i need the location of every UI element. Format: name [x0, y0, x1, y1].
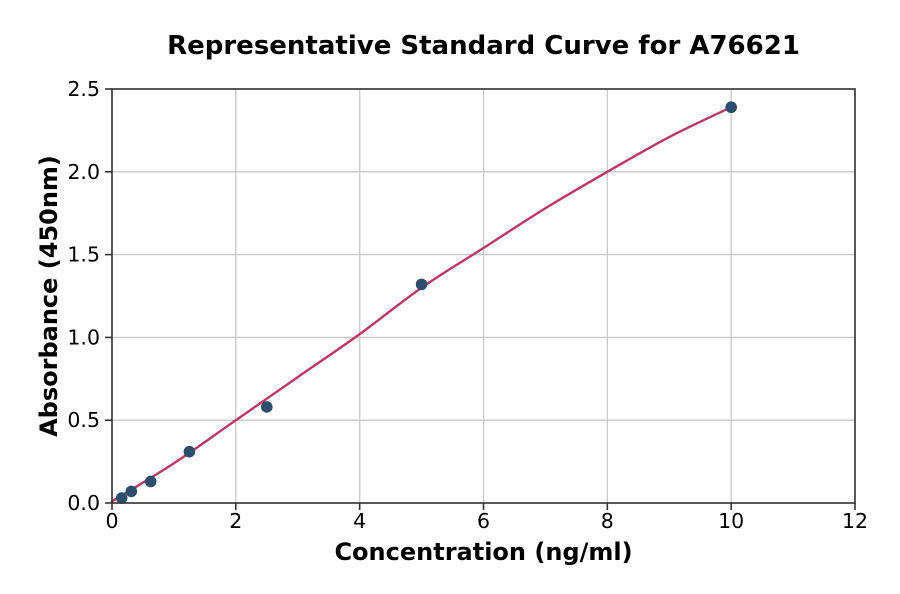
data-point: [260, 401, 273, 413]
data-point: [144, 475, 157, 488]
y-axis-label: Absorbance (450nm): [35, 155, 63, 437]
y-tick-label: 0.0: [67, 491, 100, 515]
x-tick-label: 10: [718, 509, 744, 533]
y-tick-label: 1.5: [67, 243, 100, 267]
y-tick-label: 0.5: [67, 408, 100, 432]
y-tick-label: 2.0: [67, 160, 100, 184]
data-point: [183, 445, 196, 458]
x-tick-label: 12: [842, 509, 868, 533]
data-point: [115, 492, 128, 504]
data-point: [415, 278, 428, 291]
chart-title: Representative Standard Curve for A76621: [167, 31, 800, 61]
data-point: [125, 485, 138, 498]
data-point: [725, 101, 737, 114]
x-tick-label: 4: [353, 509, 366, 533]
x-tick-label: 6: [477, 509, 490, 533]
x-tick-label: 0: [105, 509, 118, 533]
fit-curve: [110, 106, 733, 503]
x-axis-label: Concentration (ng/ml): [334, 538, 633, 566]
y-tick-label: 1.0: [67, 325, 100, 349]
x-tick-label: 8: [601, 509, 614, 533]
y-tick-label: 2.5: [67, 77, 100, 101]
x-tick-label: 2: [229, 509, 242, 533]
